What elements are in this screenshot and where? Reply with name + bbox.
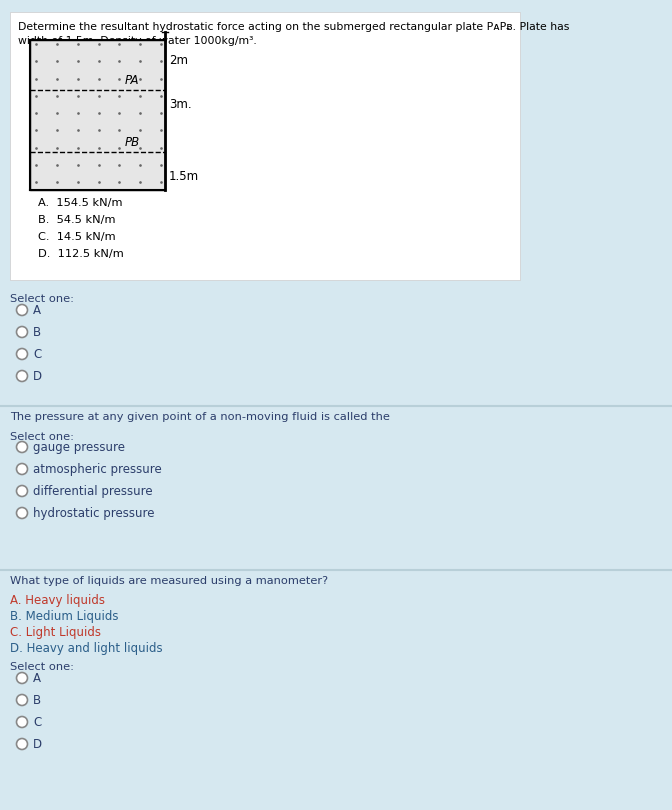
Text: Select one:: Select one: — [10, 294, 74, 304]
Text: D: D — [33, 369, 42, 382]
Bar — [10, 12, 520, 280]
Text: atmospheric pressure: atmospheric pressure — [33, 463, 162, 475]
Text: gauge pressure: gauge pressure — [33, 441, 125, 454]
Circle shape — [17, 508, 28, 518]
Text: hydrostatic pressure: hydrostatic pressure — [33, 506, 155, 519]
Circle shape — [17, 441, 28, 453]
Text: What type of liquids are measured using a manometer?: What type of liquids are measured using … — [10, 576, 328, 586]
Text: B. Medium Liquids: B. Medium Liquids — [10, 610, 118, 623]
Text: B: B — [33, 693, 41, 706]
Text: 1.5m: 1.5m — [169, 169, 199, 182]
Circle shape — [17, 463, 28, 475]
Text: Determine the resultant hydrostatic force acting on the submerged rectangular pl: Determine the resultant hydrostatic forc… — [18, 22, 569, 32]
Text: PA: PA — [125, 74, 140, 87]
Circle shape — [17, 717, 28, 727]
Text: differential pressure: differential pressure — [33, 484, 153, 497]
Text: 2m: 2m — [169, 53, 188, 66]
Text: The pressure at any given point of a non-moving fluid is called the: The pressure at any given point of a non… — [10, 412, 390, 422]
Circle shape — [17, 672, 28, 684]
Circle shape — [17, 739, 28, 749]
Circle shape — [17, 485, 28, 497]
Text: C.  14.5 kN/m: C. 14.5 kN/m — [38, 232, 116, 242]
Text: D. Heavy and light liquids: D. Heavy and light liquids — [10, 642, 163, 655]
Text: D: D — [33, 737, 42, 751]
Circle shape — [17, 694, 28, 706]
Circle shape — [17, 348, 28, 360]
Text: A: A — [33, 304, 41, 317]
Text: B: B — [33, 326, 41, 339]
Text: width of 1.5m. Density of water 1000kg/m³.: width of 1.5m. Density of water 1000kg/m… — [18, 36, 257, 46]
Text: 3m.: 3m. — [169, 99, 192, 112]
Text: A.  154.5 kN/m: A. 154.5 kN/m — [38, 198, 122, 208]
Text: PB: PB — [125, 136, 140, 149]
Bar — [30, 40, 165, 190]
Text: A. Heavy liquids: A. Heavy liquids — [10, 594, 105, 607]
Text: B.  54.5 kN/m: B. 54.5 kN/m — [38, 215, 116, 225]
Text: C: C — [33, 347, 41, 360]
Text: Select one:: Select one: — [10, 662, 74, 672]
Text: A: A — [33, 671, 41, 684]
Text: Select one:: Select one: — [10, 432, 74, 442]
Circle shape — [17, 370, 28, 382]
Text: C. Light Liquids: C. Light Liquids — [10, 626, 101, 639]
Circle shape — [17, 305, 28, 316]
Text: D.  112.5 kN/m: D. 112.5 kN/m — [38, 249, 124, 259]
Text: C: C — [33, 715, 41, 728]
Circle shape — [17, 326, 28, 338]
